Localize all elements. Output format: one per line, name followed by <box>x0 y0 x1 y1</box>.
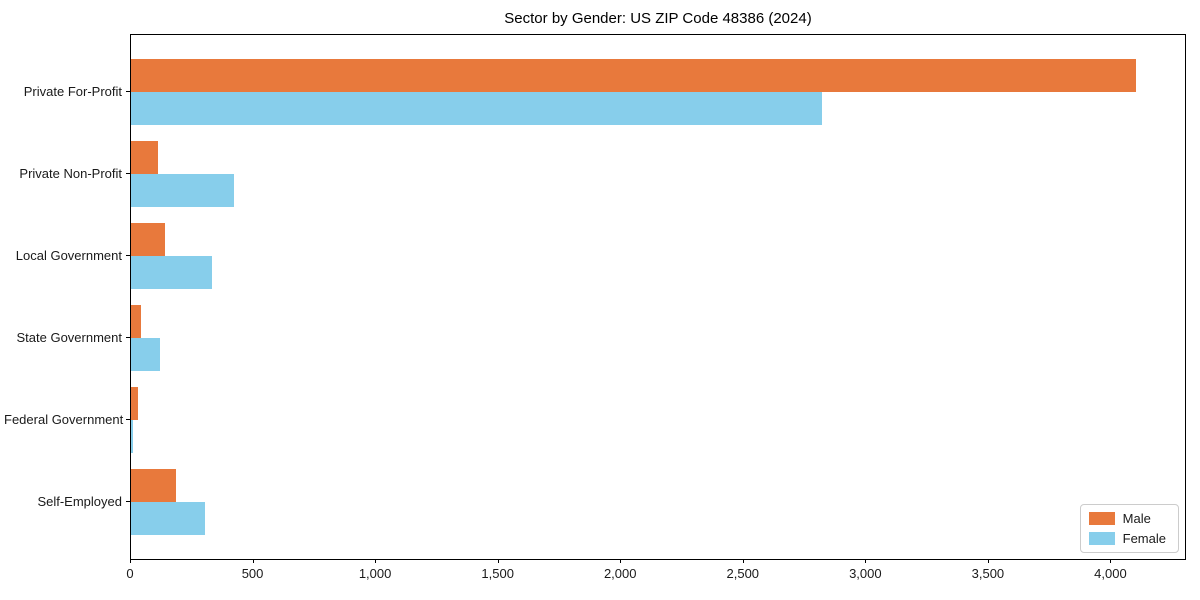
legend-label-female: Female <box>1122 531 1166 546</box>
y-tick-mark <box>126 90 130 92</box>
y-tick-mark <box>126 419 130 421</box>
bar-female-state-government <box>131 338 161 371</box>
x-tick-mark <box>130 559 131 563</box>
x-tick-label-1500: 1,500 <box>481 566 514 581</box>
bar-female-self-employed <box>131 502 205 536</box>
x-tick-label-4000: 4,000 <box>1094 566 1127 581</box>
bar-male-private-non-profit <box>131 140 158 174</box>
x-tick-mark <box>987 559 989 563</box>
y-tick-mark <box>126 501 130 503</box>
x-tick-label-0: 0 <box>126 566 134 581</box>
legend-swatch-male <box>1088 512 1115 525</box>
y-tick-label-private-for-profit: Private For-Profit <box>23 83 122 99</box>
bar-female-local-government <box>131 255 212 289</box>
x-tick-mark <box>865 559 867 563</box>
x-tick-mark <box>1110 559 1112 563</box>
x-tick-label-500: 500 <box>241 566 264 581</box>
legend-label-male: Male <box>1122 511 1151 526</box>
bar-female-federal-government <box>131 420 134 454</box>
y-tick-label-state-government: State Government <box>16 330 123 346</box>
chart-title: Sector by Gender: US ZIP Code 48386 (202… <box>504 10 812 27</box>
legend-swatch-female <box>1088 532 1115 545</box>
bar-male-local-government <box>131 223 166 256</box>
x-tick-label-3500: 3,500 <box>971 566 1005 581</box>
bar-male-self-employed <box>131 469 177 503</box>
x-tick-label-2500: 2,500 <box>726 566 760 581</box>
x-tick-mark <box>620 559 622 563</box>
bar-male-federal-government <box>131 387 139 421</box>
bar-male-state-government <box>131 305 141 339</box>
x-tick-mark <box>375 559 377 563</box>
x-tick-mark <box>252 559 254 563</box>
y-tick-mark <box>126 254 130 256</box>
y-tick-label-private-non-profit: Private Non-Profit <box>19 165 122 181</box>
bar-female-private-for-profit <box>131 91 823 125</box>
y-tick-mark <box>126 172 130 174</box>
bar-male-private-for-profit <box>131 58 1136 92</box>
y-tick-label-local-government: Local Government <box>15 247 122 263</box>
plot-area: Male Female <box>130 34 1186 560</box>
y-tick-mark <box>126 337 130 339</box>
y-tick-label-self-employed: Self-Employed <box>37 494 122 510</box>
legend-item-female: Female <box>1088 531 1166 546</box>
x-tick-label-3000: 3,000 <box>849 566 882 581</box>
bar-female-private-non-profit <box>131 173 234 207</box>
legend: Male Female <box>1079 504 1179 553</box>
x-tick-mark <box>742 559 744 563</box>
y-tick-label-federal-government: Federal Government <box>4 412 124 428</box>
legend-item-male: Male <box>1088 511 1166 526</box>
x-tick-label-2000: 2,000 <box>603 566 637 581</box>
x-tick-mark <box>497 559 499 563</box>
x-tick-label-1000: 1,000 <box>358 566 392 581</box>
